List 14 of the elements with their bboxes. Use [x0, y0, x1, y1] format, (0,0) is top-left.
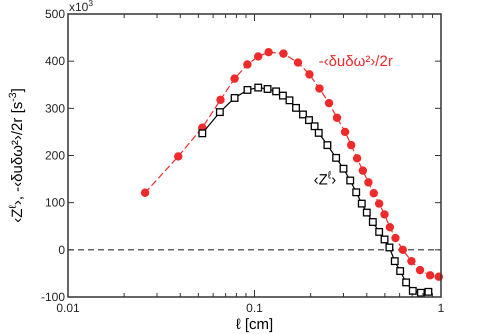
series-label: ‹Z$^{ℓ}$›: [314, 170, 336, 188]
y-tick-label: 0: [58, 242, 66, 257]
x-axis-title: ℓ [cm]: [236, 316, 274, 333]
y-tick-label: 200: [44, 148, 66, 162]
x-tick-label: 0.1: [246, 301, 264, 315]
y-tick-label: -100: [40, 290, 66, 304]
y-tick-label: 400: [44, 54, 66, 68]
annotation: x10$^{3}$: [69, 0, 94, 14]
series-label: -‹δuδω²›/2r: [318, 53, 393, 70]
x-tick-label: 0.01: [56, 301, 80, 315]
y-tick-label: 300: [44, 101, 66, 116]
y-tick-label: 500: [44, 7, 66, 21]
x-tick-label: 1: [438, 301, 445, 315]
y-tick-label: 100: [44, 196, 66, 210]
